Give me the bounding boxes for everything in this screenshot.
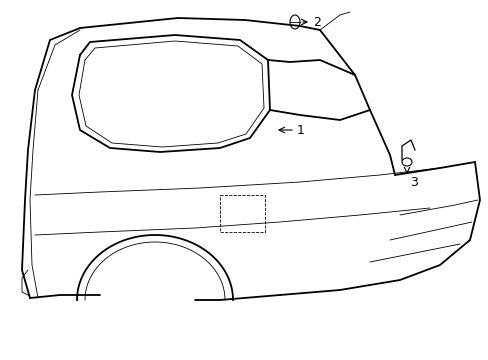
Text: 3: 3: [409, 176, 417, 189]
Text: 2: 2: [312, 15, 320, 28]
Text: 1: 1: [296, 123, 304, 136]
